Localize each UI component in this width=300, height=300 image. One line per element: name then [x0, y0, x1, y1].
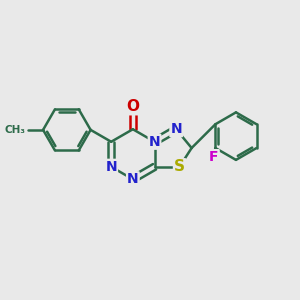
Text: N: N — [105, 160, 117, 174]
Text: F: F — [209, 150, 219, 164]
Text: S: S — [174, 159, 185, 174]
Text: N: N — [170, 122, 182, 136]
Text: N: N — [149, 135, 160, 149]
Text: CH₃: CH₃ — [4, 125, 26, 135]
Text: N: N — [127, 172, 139, 186]
Text: O: O — [126, 99, 140, 114]
